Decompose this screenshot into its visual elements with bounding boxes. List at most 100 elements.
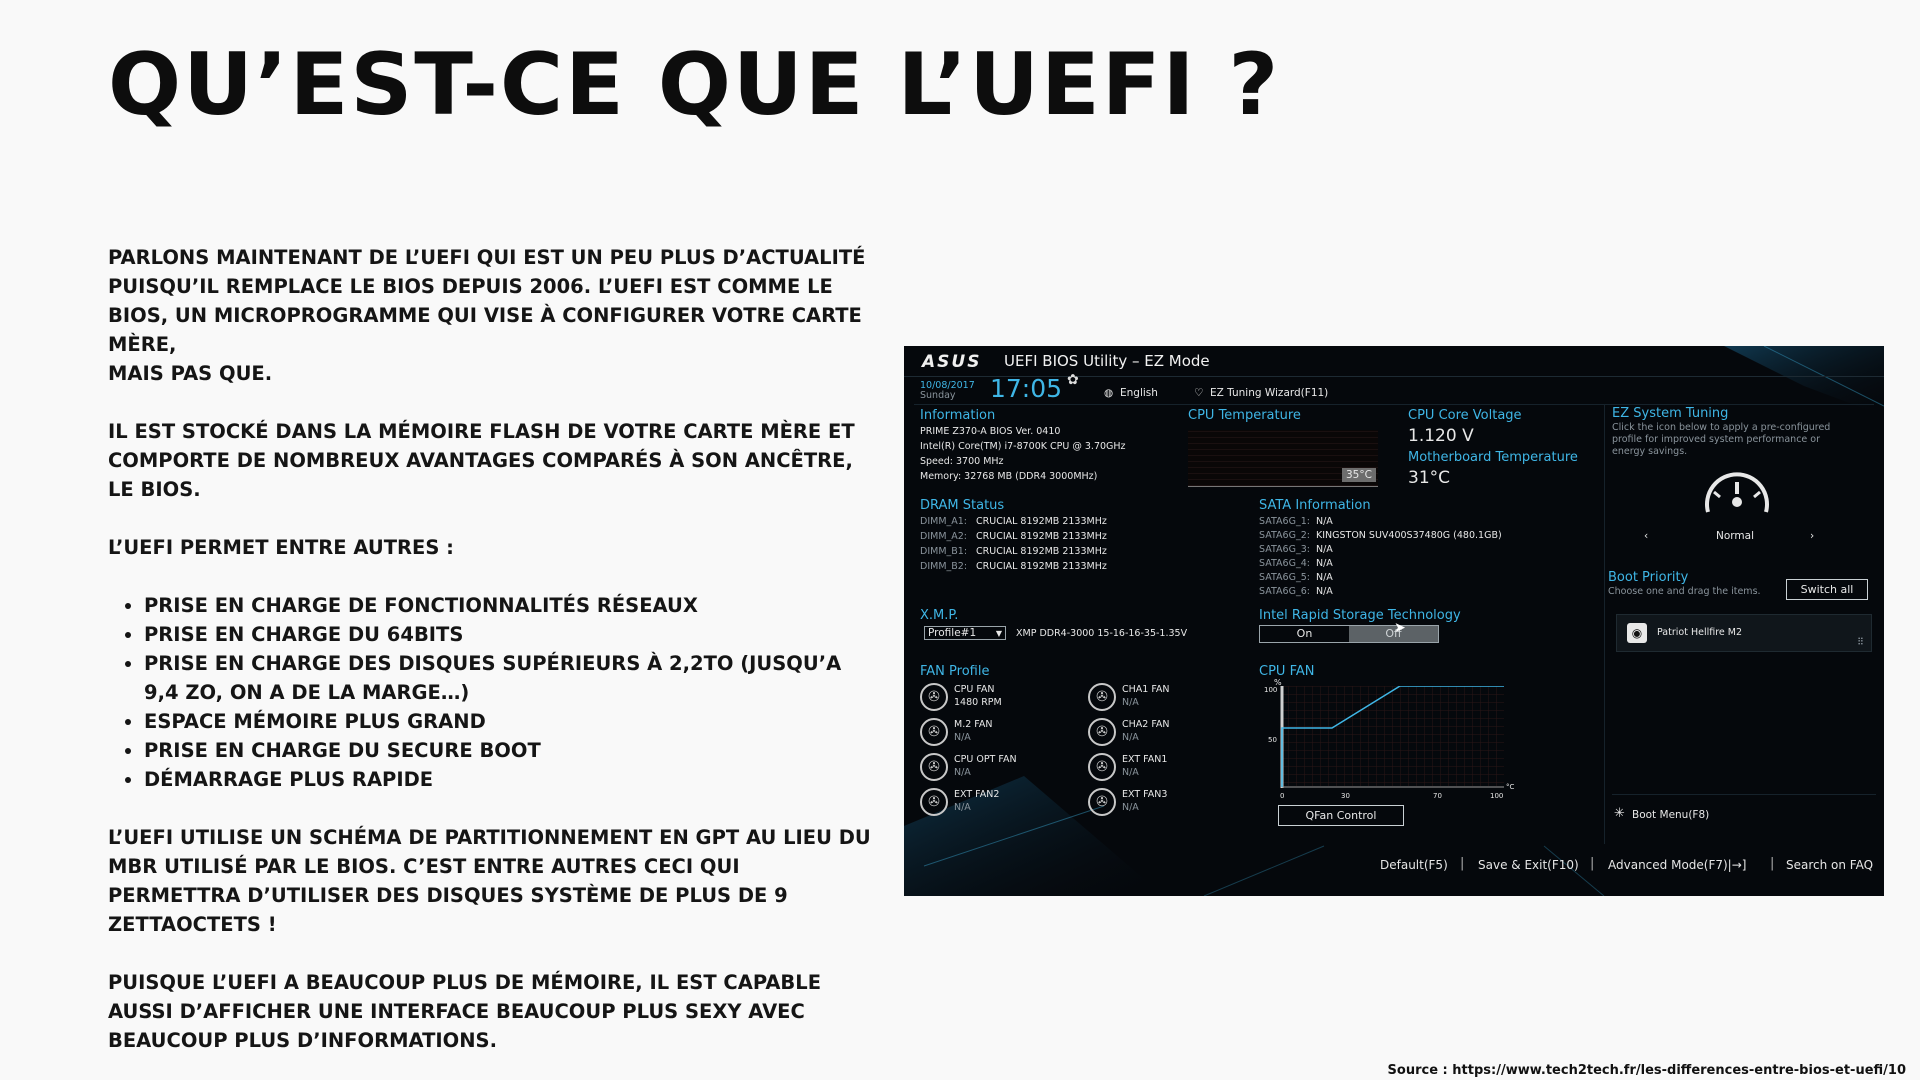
list-item: Prise en charge du 64bits <box>144 620 878 649</box>
boot-priority-desc: Choose one and drag the items. <box>1608 586 1761 597</box>
mb-temperature-value: 31°C <box>1408 468 1451 488</box>
irst-off[interactable]: Off <box>1349 626 1438 642</box>
advanced-mode-button[interactable]: Advanced Mode(F7)|→] <box>1608 858 1747 872</box>
fan-icon[interactable]: ✇ <box>920 683 948 711</box>
boot-menu-button[interactable]: Boot Menu(F8) <box>1632 809 1710 821</box>
cursor-icon: ➤ <box>1394 620 1406 636</box>
list-item: Prise en charge du secure boot <box>144 736 878 765</box>
fan-name: CPU OPT FAN <box>954 754 1017 765</box>
speedometer-icon[interactable] <box>1700 468 1774 518</box>
sata-value: N/A <box>1316 572 1333 583</box>
xmp-heading: X.M.P. <box>920 608 959 623</box>
mb-temperature-heading: Motherboard Temperature <box>1408 450 1578 465</box>
bios-topbar: ASUS UEFI BIOS Utility – EZ Mode <box>904 346 1884 377</box>
fan-icon[interactable]: ✇ <box>920 788 948 816</box>
fan-value: N/A <box>1122 732 1139 743</box>
cpu-fan-x-tick: 0 <box>1280 792 1285 800</box>
paragraph-interface: Puisque l’UEFI a beaucoup plus de mémoir… <box>108 971 822 1052</box>
fan-value: 1480 RPM <box>954 697 1002 708</box>
fan-value: N/A <box>954 732 971 743</box>
fan-value: N/A <box>954 802 971 813</box>
save-exit-button[interactable]: Save & Exit(F10) <box>1478 858 1579 872</box>
gear-icon[interactable]: ✿ <box>1067 372 1079 388</box>
dram-value: CRUCIAL 8192MB 2133MHz <box>976 531 1107 542</box>
xmp-profile-select[interactable]: Profile#1 ▼ <box>924 626 1006 640</box>
default-button[interactable]: Default(F5) <box>1380 858 1448 872</box>
sata-value: KINGSTON SUV400S37480G (480.1GB) <box>1316 530 1502 541</box>
cpu-fan-x-unit: °C <box>1506 783 1515 791</box>
fan-name: CHA2 FAN <box>1122 719 1170 730</box>
divider <box>1604 404 1605 844</box>
fan-icon[interactable]: ✇ <box>1088 683 1116 711</box>
paragraph-intro: Parlons maintenant de l’UEFI qui est un … <box>108 246 866 356</box>
sata-value: N/A <box>1316 586 1333 597</box>
dram-slot: DIMM_A1: <box>920 516 968 527</box>
language-selector[interactable]: English <box>1120 387 1158 399</box>
fan-name: EXT FAN1 <box>1122 754 1168 765</box>
fan-profile-heading: FAN Profile <box>920 664 990 679</box>
sata-port: SATA6G_3: <box>1259 544 1310 555</box>
cpu-temperature-heading: CPU Temperature <box>1188 408 1301 423</box>
boot-device-item[interactable]: ◉ Patriot Hellfire M2 ⠿ <box>1616 614 1872 652</box>
fan-value: N/A <box>1122 767 1139 778</box>
switch-all-button[interactable]: Switch all <box>1786 579 1868 600</box>
boot-menu-icon[interactable]: ✳ <box>1614 806 1625 821</box>
irst-toggle[interactable]: On Off <box>1259 625 1439 643</box>
paragraph-list-intro: L’UEFI permet entre autres : <box>108 536 454 559</box>
fan-name: M.2 FAN <box>954 719 993 730</box>
qfan-control-button[interactable]: QFan Control <box>1278 805 1404 826</box>
info-line: Memory: 32768 MB (DDR4 3000MHz) <box>920 471 1098 482</box>
globe-icon[interactable]: ◍ <box>1104 387 1114 399</box>
ez-tuning-desc: profile for improved system performance … <box>1612 434 1821 445</box>
list-item: Espace mémoire plus grand <box>144 707 878 736</box>
fan-icon[interactable]: ✇ <box>1088 753 1116 781</box>
information-heading: Information <box>920 408 996 423</box>
dram-value: CRUCIAL 8192MB 2133MHz <box>976 561 1107 572</box>
chevron-left-icon[interactable]: ‹ <box>1644 530 1649 542</box>
fan-name: CPU FAN <box>954 684 995 695</box>
cpu-fan-heading: CPU FAN <box>1259 664 1315 679</box>
boot-priority-heading: Boot Priority <box>1608 570 1689 585</box>
fan-value: N/A <box>1122 697 1139 708</box>
asus-logo: ASUS <box>922 352 982 372</box>
paragraph-intro-end: mais pas que. <box>108 362 273 385</box>
fan-icon[interactable]: ✇ <box>1088 718 1116 746</box>
fan-value: N/A <box>1122 802 1139 813</box>
bios-screenshot: ASUS UEFI BIOS Utility – EZ Mode 10/08/2… <box>904 346 1884 896</box>
lightbulb-icon[interactable]: ♡ <box>1194 387 1204 399</box>
cpu-fan-curve-graph[interactable] <box>1280 686 1510 790</box>
body-text: Parlons maintenant de l’UEFI qui est un … <box>108 243 878 1055</box>
dram-value: CRUCIAL 8192MB 2133MHz <box>976 516 1107 527</box>
cpu-fan-x-tick: 100 <box>1490 792 1504 800</box>
footer-separator: | <box>1770 856 1775 871</box>
fan-icon[interactable]: ✇ <box>920 718 948 746</box>
ez-tuning-wizard-link[interactable]: EZ Tuning Wizard(F11) <box>1210 387 1329 399</box>
fan-icon[interactable]: ✇ <box>1088 788 1116 816</box>
disk-icon: ◉ <box>1627 623 1647 643</box>
drag-handle-icon[interactable]: ⠿ <box>1857 637 1864 648</box>
boot-device-name: Patriot Hellfire M2 <box>1657 627 1743 638</box>
sata-heading: SATA Information <box>1259 498 1371 513</box>
fan-name: EXT FAN2 <box>954 789 1000 800</box>
footer-separator: | <box>1590 856 1595 871</box>
sata-value: N/A <box>1316 558 1333 569</box>
ez-tuning-desc: energy savings. <box>1612 446 1688 457</box>
cpu-fan-x-tick: 70 <box>1433 792 1442 800</box>
cpu-voltage-heading: CPU Core Voltage <box>1408 408 1522 423</box>
paragraph-storage: Il est stocké dans la mémoire flash de v… <box>108 420 855 501</box>
fan-icon[interactable]: ✇ <box>920 753 948 781</box>
sata-port: SATA6G_6: <box>1259 586 1310 597</box>
bios-title: UEFI BIOS Utility – EZ Mode <box>1004 352 1210 370</box>
cpu-fan-y-tick: 100 <box>1264 686 1278 694</box>
footer-separator: | <box>1460 856 1465 871</box>
ez-tuning-heading: EZ System Tuning <box>1612 406 1729 421</box>
xmp-desc: XMP DDR4-3000 15-16-16-35-1.35V <box>1016 628 1188 639</box>
chevron-right-icon[interactable]: › <box>1810 530 1815 542</box>
irst-on[interactable]: On <box>1296 627 1313 640</box>
source-citation: Source : https://www.tech2tech.fr/les-di… <box>1387 1063 1906 1078</box>
fan-name: CHA1 FAN <box>1122 684 1170 695</box>
xmp-selected: Profile#1 <box>928 627 977 639</box>
list-item: Prise en charge de fonctionnalités résea… <box>144 591 878 620</box>
irst-heading: Intel Rapid Storage Technology <box>1259 608 1461 623</box>
search-faq-button[interactable]: Search on FAQ <box>1786 858 1874 872</box>
